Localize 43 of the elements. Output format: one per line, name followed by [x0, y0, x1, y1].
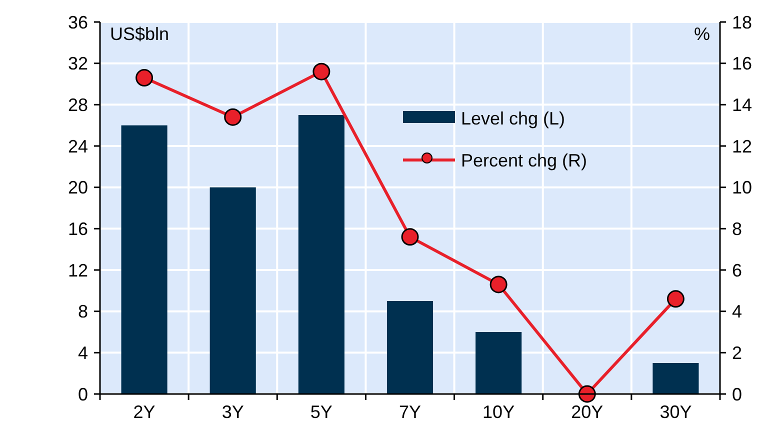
y2-tick-label: 12: [732, 136, 752, 156]
x-tick-label: 3Y: [222, 402, 244, 422]
y-tick-label: 24: [68, 136, 88, 156]
y2-tick-label: 4: [732, 302, 742, 322]
y2-tick-label: 8: [732, 218, 742, 239]
y2-tick-label: 10: [732, 178, 752, 198]
y2-tick-label: 16: [732, 54, 752, 74]
y-tick-label: 32: [68, 54, 88, 74]
y2-axis-title: %: [694, 24, 710, 44]
point: [136, 69, 154, 87]
x-tick-label: 5Y: [310, 402, 332, 422]
y-tick-label: 36: [68, 12, 88, 32]
x-tick-label: 30Y: [660, 402, 692, 422]
point: [666, 290, 684, 308]
y2-tick-label: 18: [732, 12, 752, 32]
legend-label: Percent chg (R): [461, 150, 588, 170]
y-tick-label: 16: [68, 218, 88, 239]
y-tick-label: 20: [68, 178, 88, 198]
point: [224, 108, 242, 126]
bar: [476, 332, 522, 394]
y-tick-label: 12: [68, 260, 88, 280]
y-tick-label: 0: [78, 384, 88, 404]
y-axis-title: US$bln: [110, 24, 170, 44]
x-tick-label: 20Y: [571, 402, 604, 422]
y-tick-label: 28: [68, 94, 88, 115]
bar: [652, 363, 699, 394]
bar: [386, 301, 434, 394]
x-tick-label: 7Y: [398, 402, 422, 422]
y-tick-label: 8: [78, 302, 88, 322]
point: [312, 62, 330, 80]
bar: [121, 125, 168, 394]
y2-tick-label: 0: [732, 384, 742, 404]
y2-tick-label: 14: [732, 94, 752, 115]
y2-tick-label: 6: [732, 260, 742, 280]
legend-label: Level chg (L): [461, 108, 566, 128]
point: [490, 276, 508, 294]
y2-tick-label: 2: [732, 342, 742, 363]
bar: [298, 115, 344, 394]
point: [401, 228, 419, 246]
x-tick-label: 2Y: [133, 402, 156, 422]
bar: [210, 187, 256, 394]
y-tick-label: 4: [78, 342, 88, 363]
x-tick-label: 10Y: [482, 402, 515, 422]
